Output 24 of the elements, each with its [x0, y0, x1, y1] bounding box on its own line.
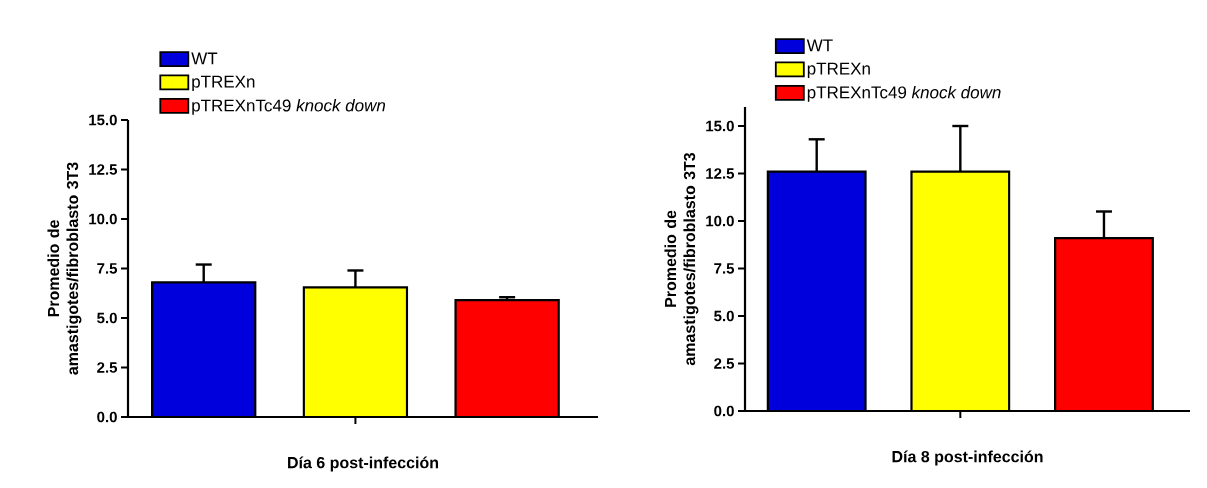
y-tick-label: 12.5	[89, 164, 118, 175]
y-tick-label: 10.0	[706, 215, 734, 227]
y-tick-label: 7.5	[97, 263, 118, 274]
legend-label: pTREXn	[192, 75, 255, 92]
y-tick-label: 2.5	[97, 362, 118, 373]
legend-label: pTREXn	[807, 62, 870, 78]
y-tick-label: 0.0	[97, 411, 117, 423]
y-tick-label: 15.0	[89, 114, 117, 126]
legend-label: WT	[191, 52, 218, 65]
y-axis-title: Promedio de amastigotes/fibroblasto 3T3	[47, 162, 82, 375]
legend-label: pTREXnTc49 knock down	[807, 85, 1001, 102]
y-tick-label: 12.5	[706, 168, 735, 179]
legend-label: WT	[806, 39, 833, 52]
x-axis-title: Día 6 post-infección	[288, 456, 439, 472]
y-tick-label: 10.0	[89, 213, 117, 225]
y-tick-label: 5.0	[714, 310, 734, 322]
y-tick-label: 15.0	[706, 120, 734, 132]
y-tick-label: 0.0	[714, 405, 734, 417]
y-axis-title: Promedio de amastigotes/fibroblasto 3T3	[664, 152, 699, 366]
x-axis-title: Día 8 post-infección	[892, 450, 1043, 466]
y-tick-label: 7.5	[714, 263, 735, 274]
y-tick-label: 2.5	[714, 358, 735, 369]
y-tick-label: 5.0	[97, 312, 117, 324]
legend-label: pTREXnTc49 knock down	[192, 99, 386, 115]
